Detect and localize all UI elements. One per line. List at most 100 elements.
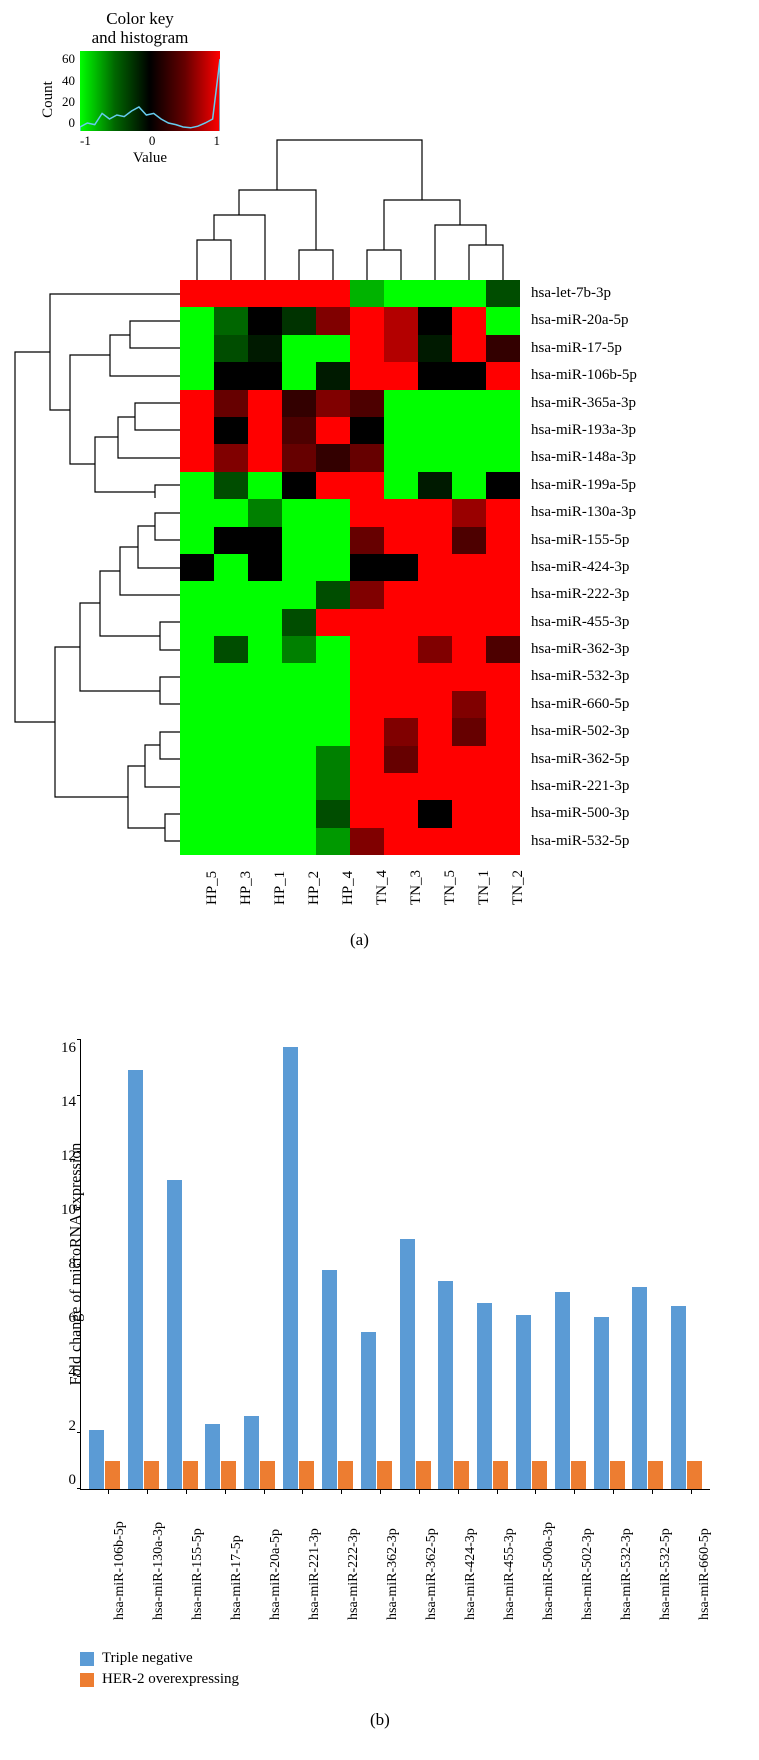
bar-her2 (299, 1461, 314, 1489)
heatmap-cell (248, 335, 282, 362)
panel-b-barchart: Fold change of microRNA expression 02468… (10, 1030, 749, 1750)
bar-her2 (338, 1461, 353, 1489)
bar-triple-negative (128, 1070, 143, 1489)
bar-triple-negative (594, 1317, 609, 1489)
bar-ytick-label: 4 (51, 1364, 76, 1381)
heatmap-cell (214, 746, 248, 773)
heatmap-cell (350, 417, 384, 444)
heatmap-cell (282, 746, 316, 773)
row-label: hsa-miR-106b-5p (525, 362, 637, 389)
heatmap-cell (486, 773, 520, 800)
heatmap-cell (418, 390, 452, 417)
heatmap-cell (282, 609, 316, 636)
heatmap-row-labels: hsa-let-7b-3phsa-miR-20a-5phsa-miR-17-5p… (525, 280, 637, 855)
bar-triple-negative (671, 1306, 686, 1489)
heatmap-cell (452, 554, 486, 581)
heatmap-cell (384, 527, 418, 554)
heatmap-cell (214, 718, 248, 745)
heatmap-cell (452, 746, 486, 773)
heatmap-cell (486, 499, 520, 526)
heatmap-region: hsa-let-7b-3phsa-miR-20a-5phsa-miR-17-5p… (10, 130, 750, 980)
legend-label: HER-2 overexpressing (102, 1671, 239, 1688)
bar-xlabel: hsa-miR-155-5p (190, 1581, 206, 1620)
bar-xtick (380, 1489, 381, 1494)
heatmap-cell (384, 335, 418, 362)
bar-group (671, 1306, 710, 1489)
heatmap-cell (350, 527, 384, 554)
heatmap-cell (350, 554, 384, 581)
heatmap-cell (248, 417, 282, 444)
heatmap-cell (384, 800, 418, 827)
row-dendrogram (10, 280, 180, 855)
heatmap-cell (418, 663, 452, 690)
row-label: hsa-miR-130a-3p (525, 499, 637, 526)
heatmap-cell (418, 335, 452, 362)
heatmap-cell (350, 828, 384, 855)
heatmap-cell (486, 800, 520, 827)
heatmap-cell (384, 472, 418, 499)
heatmap-cell (316, 390, 350, 417)
bar-group (361, 1332, 400, 1490)
bar-her2 (183, 1461, 198, 1489)
bar-her2 (416, 1461, 431, 1489)
ck-ytick: 40 (50, 73, 75, 89)
heatmap-cell (316, 472, 350, 499)
heatmap-cell (452, 581, 486, 608)
heatmap-cell (384, 307, 418, 334)
bar-triple-negative (555, 1292, 570, 1489)
heatmap-cell (248, 746, 282, 773)
bar-group (205, 1424, 244, 1489)
heatmap-cell (214, 444, 248, 471)
legend-item: HER-2 overexpressing (80, 1671, 239, 1688)
heatmap-cell (418, 362, 452, 389)
heatmap-cell (214, 554, 248, 581)
heatmap-cell (452, 390, 486, 417)
bar-xtick (613, 1489, 614, 1494)
column-dendrogram (180, 130, 520, 280)
heatmap-cell (452, 280, 486, 307)
bar-yaxis: 0246810121416 (51, 1040, 76, 1489)
heatmap-cell (418, 609, 452, 636)
heatmap-cell (486, 828, 520, 855)
heatmap-cell (282, 636, 316, 663)
heatmap-cell (418, 527, 452, 554)
heatmap-cell (350, 335, 384, 362)
bar-triple-negative (244, 1416, 259, 1489)
bar-xtick (225, 1489, 226, 1494)
heatmap-cell (384, 773, 418, 800)
bar-xlabel: hsa-miR-20a-5p (268, 1581, 284, 1620)
row-label: hsa-miR-222-3p (525, 581, 637, 608)
bar-triple-negative (438, 1281, 453, 1489)
bar-her2 (648, 1461, 663, 1489)
heatmap-cell (486, 307, 520, 334)
bar-ytick-label: 16 (51, 1040, 76, 1057)
heatmap-cell (180, 663, 214, 690)
heatmap-cell (316, 499, 350, 526)
color-key-histogram-line (80, 51, 220, 131)
heatmap-cell (248, 390, 282, 417)
bar-her2 (532, 1461, 547, 1489)
heatmap-cell (350, 362, 384, 389)
row-label: hsa-miR-500-3p (525, 800, 637, 827)
bar-group (555, 1292, 594, 1489)
heatmap-cell (316, 828, 350, 855)
panel-b-label: (b) (370, 1710, 390, 1730)
heatmap-cell (350, 746, 384, 773)
heatmap-cell (452, 773, 486, 800)
heatmap-cell (418, 499, 452, 526)
heatmap-cell (316, 746, 350, 773)
bar-xlabel: hsa-miR-532-5p (658, 1581, 674, 1620)
heatmap-cell (316, 663, 350, 690)
heatmap-cell (350, 444, 384, 471)
heatmap-cell (282, 527, 316, 554)
bar-ytick-label: 10 (51, 1202, 76, 1219)
row-label: hsa-miR-362-3p (525, 636, 637, 663)
bar-xtick (691, 1489, 692, 1494)
row-label: hsa-miR-20a-5p (525, 307, 637, 334)
heatmap-cell (180, 499, 214, 526)
heatmap-cell (350, 280, 384, 307)
heatmap-cell (282, 499, 316, 526)
heatmap-cell (452, 307, 486, 334)
bar-xlabel: hsa-miR-502-3p (580, 1581, 596, 1620)
row-label: hsa-miR-660-5p (525, 691, 637, 718)
